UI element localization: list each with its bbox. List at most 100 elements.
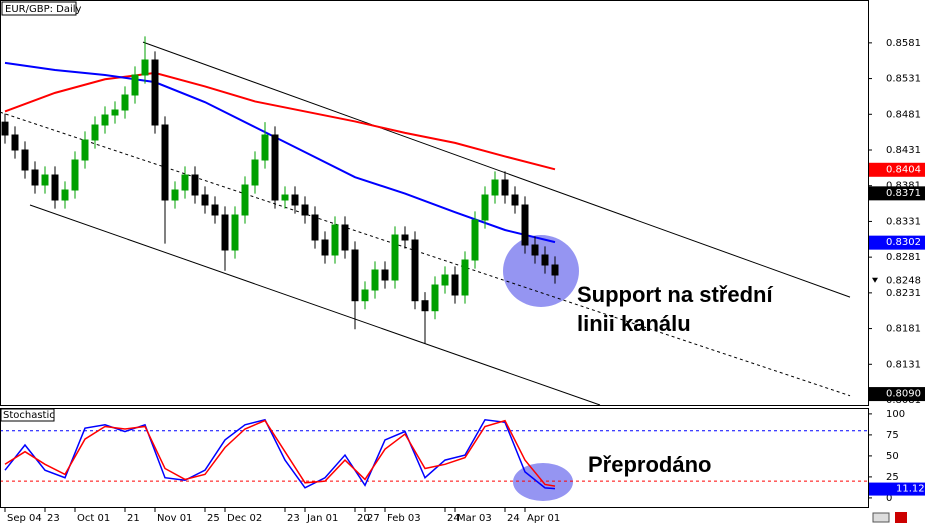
candle-body bbox=[181, 174, 189, 191]
y-tick-label: 0 bbox=[886, 493, 892, 504]
candle-body bbox=[511, 194, 519, 206]
candle-body bbox=[211, 204, 219, 216]
candle-body bbox=[411, 239, 419, 302]
candle-body bbox=[281, 194, 289, 201]
x-tick-label: Jan 01 bbox=[306, 513, 338, 524]
x-tick-label: Mar 03 bbox=[457, 513, 492, 524]
candle-body bbox=[21, 149, 29, 171]
y-tick-label: 0.8581 bbox=[886, 38, 921, 49]
candle-body bbox=[41, 174, 49, 186]
candle-body bbox=[301, 204, 309, 216]
candle-body bbox=[171, 189, 179, 201]
stoch-line bbox=[4, 418, 556, 490]
channel-line bbox=[0, 111, 851, 397]
y-tick-label: 0.8281 bbox=[886, 252, 921, 263]
candle-body bbox=[141, 59, 149, 76]
x-tick-label: Oct 01 bbox=[77, 513, 110, 524]
y-tick-label: 100 bbox=[886, 409, 905, 420]
x-tick-label: 20 bbox=[357, 513, 370, 524]
chart-title: EUR/GBP: Daily bbox=[5, 4, 82, 15]
close-icon[interactable] bbox=[895, 512, 907, 523]
value-label-box bbox=[869, 482, 925, 496]
candle-body bbox=[131, 74, 139, 96]
candle-body bbox=[151, 59, 159, 126]
candle-body bbox=[71, 159, 79, 191]
annotation: Přeprodáno bbox=[588, 452, 711, 477]
x-tick-label: 21 bbox=[127, 513, 140, 524]
candle-body bbox=[81, 139, 89, 161]
price-label-box bbox=[869, 274, 925, 288]
candle-body bbox=[541, 254, 549, 266]
y-tick-label: 0.8481 bbox=[886, 109, 921, 120]
candle-body bbox=[321, 239, 329, 256]
x-tick-label: 23 bbox=[287, 513, 300, 524]
candle-body bbox=[231, 214, 239, 251]
candle-body bbox=[531, 244, 539, 256]
candle-body bbox=[481, 194, 489, 221]
plot-layer: 0.8581 0.8531 0.8481 0.8431 0.8381 0.8331 0.82… bbox=[0, 36, 925, 524]
price-label: 0.8404 bbox=[886, 164, 921, 175]
channel-line bbox=[142, 41, 851, 298]
candle-body bbox=[1, 121, 9, 136]
candle-body bbox=[371, 269, 379, 291]
price-label: 0.8248 bbox=[886, 276, 921, 287]
candle-body bbox=[51, 174, 59, 201]
channel-line bbox=[29, 204, 601, 406]
x-tick-label: 25 bbox=[207, 513, 220, 524]
candle-body bbox=[251, 159, 259, 186]
candle-body bbox=[341, 224, 349, 251]
candle-body bbox=[191, 174, 199, 196]
candle-body bbox=[311, 214, 319, 241]
scroll-icon[interactable] bbox=[872, 512, 890, 523]
candle-body bbox=[291, 194, 299, 206]
stoch-line bbox=[4, 419, 556, 487]
y-tick-label: 0.8531 bbox=[886, 74, 921, 85]
candle-body bbox=[331, 224, 339, 256]
candle-body bbox=[121, 94, 129, 111]
x-tick-label: 23 bbox=[47, 513, 60, 524]
indicator-box bbox=[0, 408, 55, 422]
x-tick-label: 27 bbox=[367, 513, 380, 524]
x-tick-label: Sep 04 bbox=[7, 513, 42, 524]
candle-body bbox=[521, 204, 529, 246]
candle-body bbox=[491, 179, 499, 196]
x-tick-label: Feb 03 bbox=[387, 513, 421, 524]
candle-body bbox=[261, 134, 269, 161]
y-tick-label: 0.8181 bbox=[886, 324, 921, 335]
candle-body bbox=[391, 234, 399, 281]
y-tick-label: 0.8331 bbox=[886, 216, 921, 227]
symbol-box bbox=[1, 1, 77, 16]
annotation: Support na střední bbox=[577, 282, 773, 307]
candle-body bbox=[451, 274, 459, 296]
y-tick-label: 0.8231 bbox=[886, 288, 921, 299]
candle-body bbox=[161, 124, 169, 201]
candle-body bbox=[421, 300, 429, 312]
candle-body bbox=[61, 189, 69, 201]
y-tick-label: 0.8431 bbox=[886, 145, 921, 156]
stoch-frame bbox=[0, 408, 869, 508]
candle-body bbox=[241, 184, 249, 216]
annotation: linii kanálu bbox=[577, 311, 691, 336]
y-tick-label: 0.8131 bbox=[886, 359, 921, 370]
highlight-circle bbox=[503, 235, 579, 307]
candle-body bbox=[461, 259, 469, 296]
price-label: 0.8090 bbox=[886, 389, 921, 400]
x-tick-label: Nov 01 bbox=[157, 513, 192, 524]
candle-body bbox=[401, 234, 409, 241]
candle-body bbox=[271, 134, 279, 201]
candle-body bbox=[111, 109, 119, 116]
moving-average bbox=[4, 61, 556, 244]
candle-body bbox=[31, 169, 39, 186]
candle-body bbox=[441, 274, 449, 286]
main-frame bbox=[0, 0, 869, 406]
candle-body bbox=[471, 219, 479, 261]
candle-body bbox=[11, 134, 19, 151]
candle-body bbox=[91, 124, 99, 141]
x-tick-label: 24 bbox=[447, 513, 460, 524]
x-tick-label: 24 bbox=[507, 513, 520, 524]
candle-body bbox=[201, 194, 209, 206]
indicator-title: Stochastic bbox=[3, 410, 55, 421]
candle-body bbox=[431, 284, 439, 312]
y-tick-label: 0.8381 bbox=[886, 181, 921, 192]
